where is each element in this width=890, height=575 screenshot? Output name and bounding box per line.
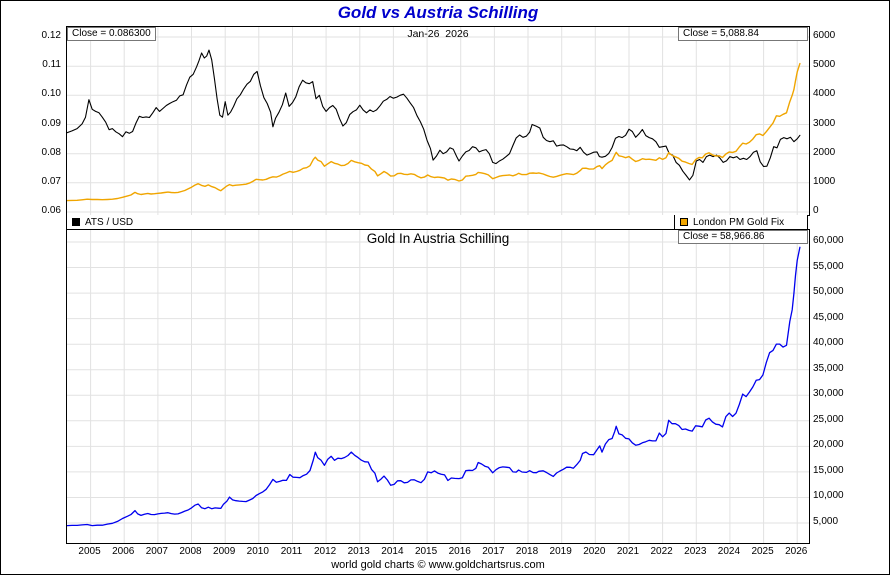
gold-ats-line — [67, 246, 801, 527]
top-left-axis-tick: 0.12 — [41, 30, 61, 41]
ats-usd-swatch-icon — [72, 218, 80, 226]
top-right-axis-tick: 2000 — [813, 146, 836, 158]
x-axis-year-tick: 2009 — [213, 546, 236, 557]
bottom-right-axis-tick: 40,000 — [813, 337, 844, 349]
x-axis-year-tick: 2024 — [717, 546, 741, 557]
top-left-axis-tick: 0.09 — [41, 117, 61, 129]
x-axis-year-tick: 2010 — [246, 546, 269, 557]
x-axis-year-tick: 2016 — [448, 546, 471, 557]
x-axis-year-tick: 2022 — [650, 546, 673, 557]
bottom-panel-plot — [66, 229, 810, 544]
gold-fix-legend-label: London PM Gold Fix — [693, 216, 785, 228]
page-title: Gold vs Austria Schilling — [337, 3, 539, 22]
legend-band: ATS / USD London PM Gold Fix — [66, 215, 808, 229]
x-axis-year-tick: 2008 — [179, 546, 202, 557]
gold-fix-close-label: Close = 5,088.84 — [678, 27, 808, 41]
bottom-right-axis-tick: 15,000 — [813, 464, 844, 476]
bottom-right-axis-tick: 50,000 — [813, 286, 844, 298]
x-axis-year-tick: 2014 — [381, 546, 404, 557]
ats-usd-close-label: Close = 0.086300 — [67, 27, 156, 41]
x-axis-year-tick: 2020 — [583, 546, 606, 557]
x-axis-year-tick: 2006 — [112, 546, 135, 557]
x-axis-year-tick: 2026 — [785, 546, 808, 557]
gold-ats-close-label: Close = 58,966.86 — [678, 230, 808, 244]
top-left-axis-tick: 0.11 — [42, 59, 61, 71]
bottom-right-axis-tick: 25,000 — [813, 413, 844, 425]
footer-credit: world gold charts © www.goldchartsrus.co… — [331, 559, 545, 571]
bottom-right-axis-tick: 10,000 — [813, 490, 844, 502]
gold-fix-swatch-icon — [680, 218, 688, 226]
x-axis-year-tick: 2025 — [751, 546, 774, 557]
bottom-right-axis-tick: 35,000 — [813, 362, 844, 374]
bottom-right-axis-tick: 60,000 — [813, 235, 844, 246]
x-axis-year-tick: 2005 — [78, 546, 101, 557]
x-axis-year-tick: 2018 — [515, 546, 539, 557]
x-axis-year-tick: 2012 — [313, 546, 337, 557]
top-right-axis-tick: 1000 — [813, 175, 836, 187]
date-label: Jan-26 2026 — [407, 28, 469, 40]
top-right-axis-tick: 4000 — [813, 88, 836, 100]
top-right-axis-tick: 3000 — [813, 117, 836, 129]
x-axis-year-tick: 2007 — [145, 546, 168, 557]
gold-fix-line — [67, 62, 801, 202]
top-right-axis-tick: 5000 — [813, 59, 836, 71]
top-left-axis-tick: 0.10 — [41, 88, 61, 100]
bottom-panel-title: Gold In Austria Schilling — [366, 231, 510, 246]
top-left-axis-tick: 0.08 — [41, 146, 61, 158]
top-panel-plot — [66, 26, 810, 216]
x-axis-year-tick: 2023 — [684, 546, 707, 557]
x-axis-year-tick: 2015 — [414, 546, 438, 557]
bottom-right-axis-tick: 30,000 — [813, 388, 844, 400]
ats-usd-legend-label: ATS / USD — [85, 216, 134, 228]
x-axis-year-tick: 2011 — [280, 546, 303, 557]
ats-usd-line — [67, 49, 801, 181]
top-left-axis-tick: 0.07 — [41, 175, 61, 187]
x-axis-year-tick: 2021 — [616, 546, 640, 557]
top-right-axis-tick: 0 — [813, 205, 819, 216]
bottom-right-axis-tick: 20,000 — [813, 439, 844, 451]
top-right-axis-tick: 6000 — [813, 30, 836, 41]
x-axis-year-tick: 2019 — [549, 546, 572, 557]
x-axis-year-tick: 2017 — [482, 546, 505, 557]
bottom-right-axis-tick: 5,000 — [813, 516, 839, 527]
x-axis-year-tick: 2013 — [347, 546, 370, 557]
bottom-right-axis-tick: 45,000 — [813, 311, 844, 323]
bottom-right-axis-tick: 55,000 — [813, 260, 844, 272]
top-left-axis-tick: 0.06 — [41, 205, 61, 216]
legend-ats-usd: ATS / USD — [67, 217, 133, 228]
legend-gold-fix: London PM Gold Fix — [674, 215, 807, 229]
